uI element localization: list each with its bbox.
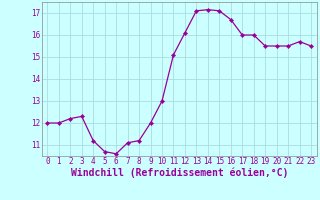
X-axis label: Windchill (Refroidissement éolien,°C): Windchill (Refroidissement éolien,°C) (70, 168, 288, 178)
